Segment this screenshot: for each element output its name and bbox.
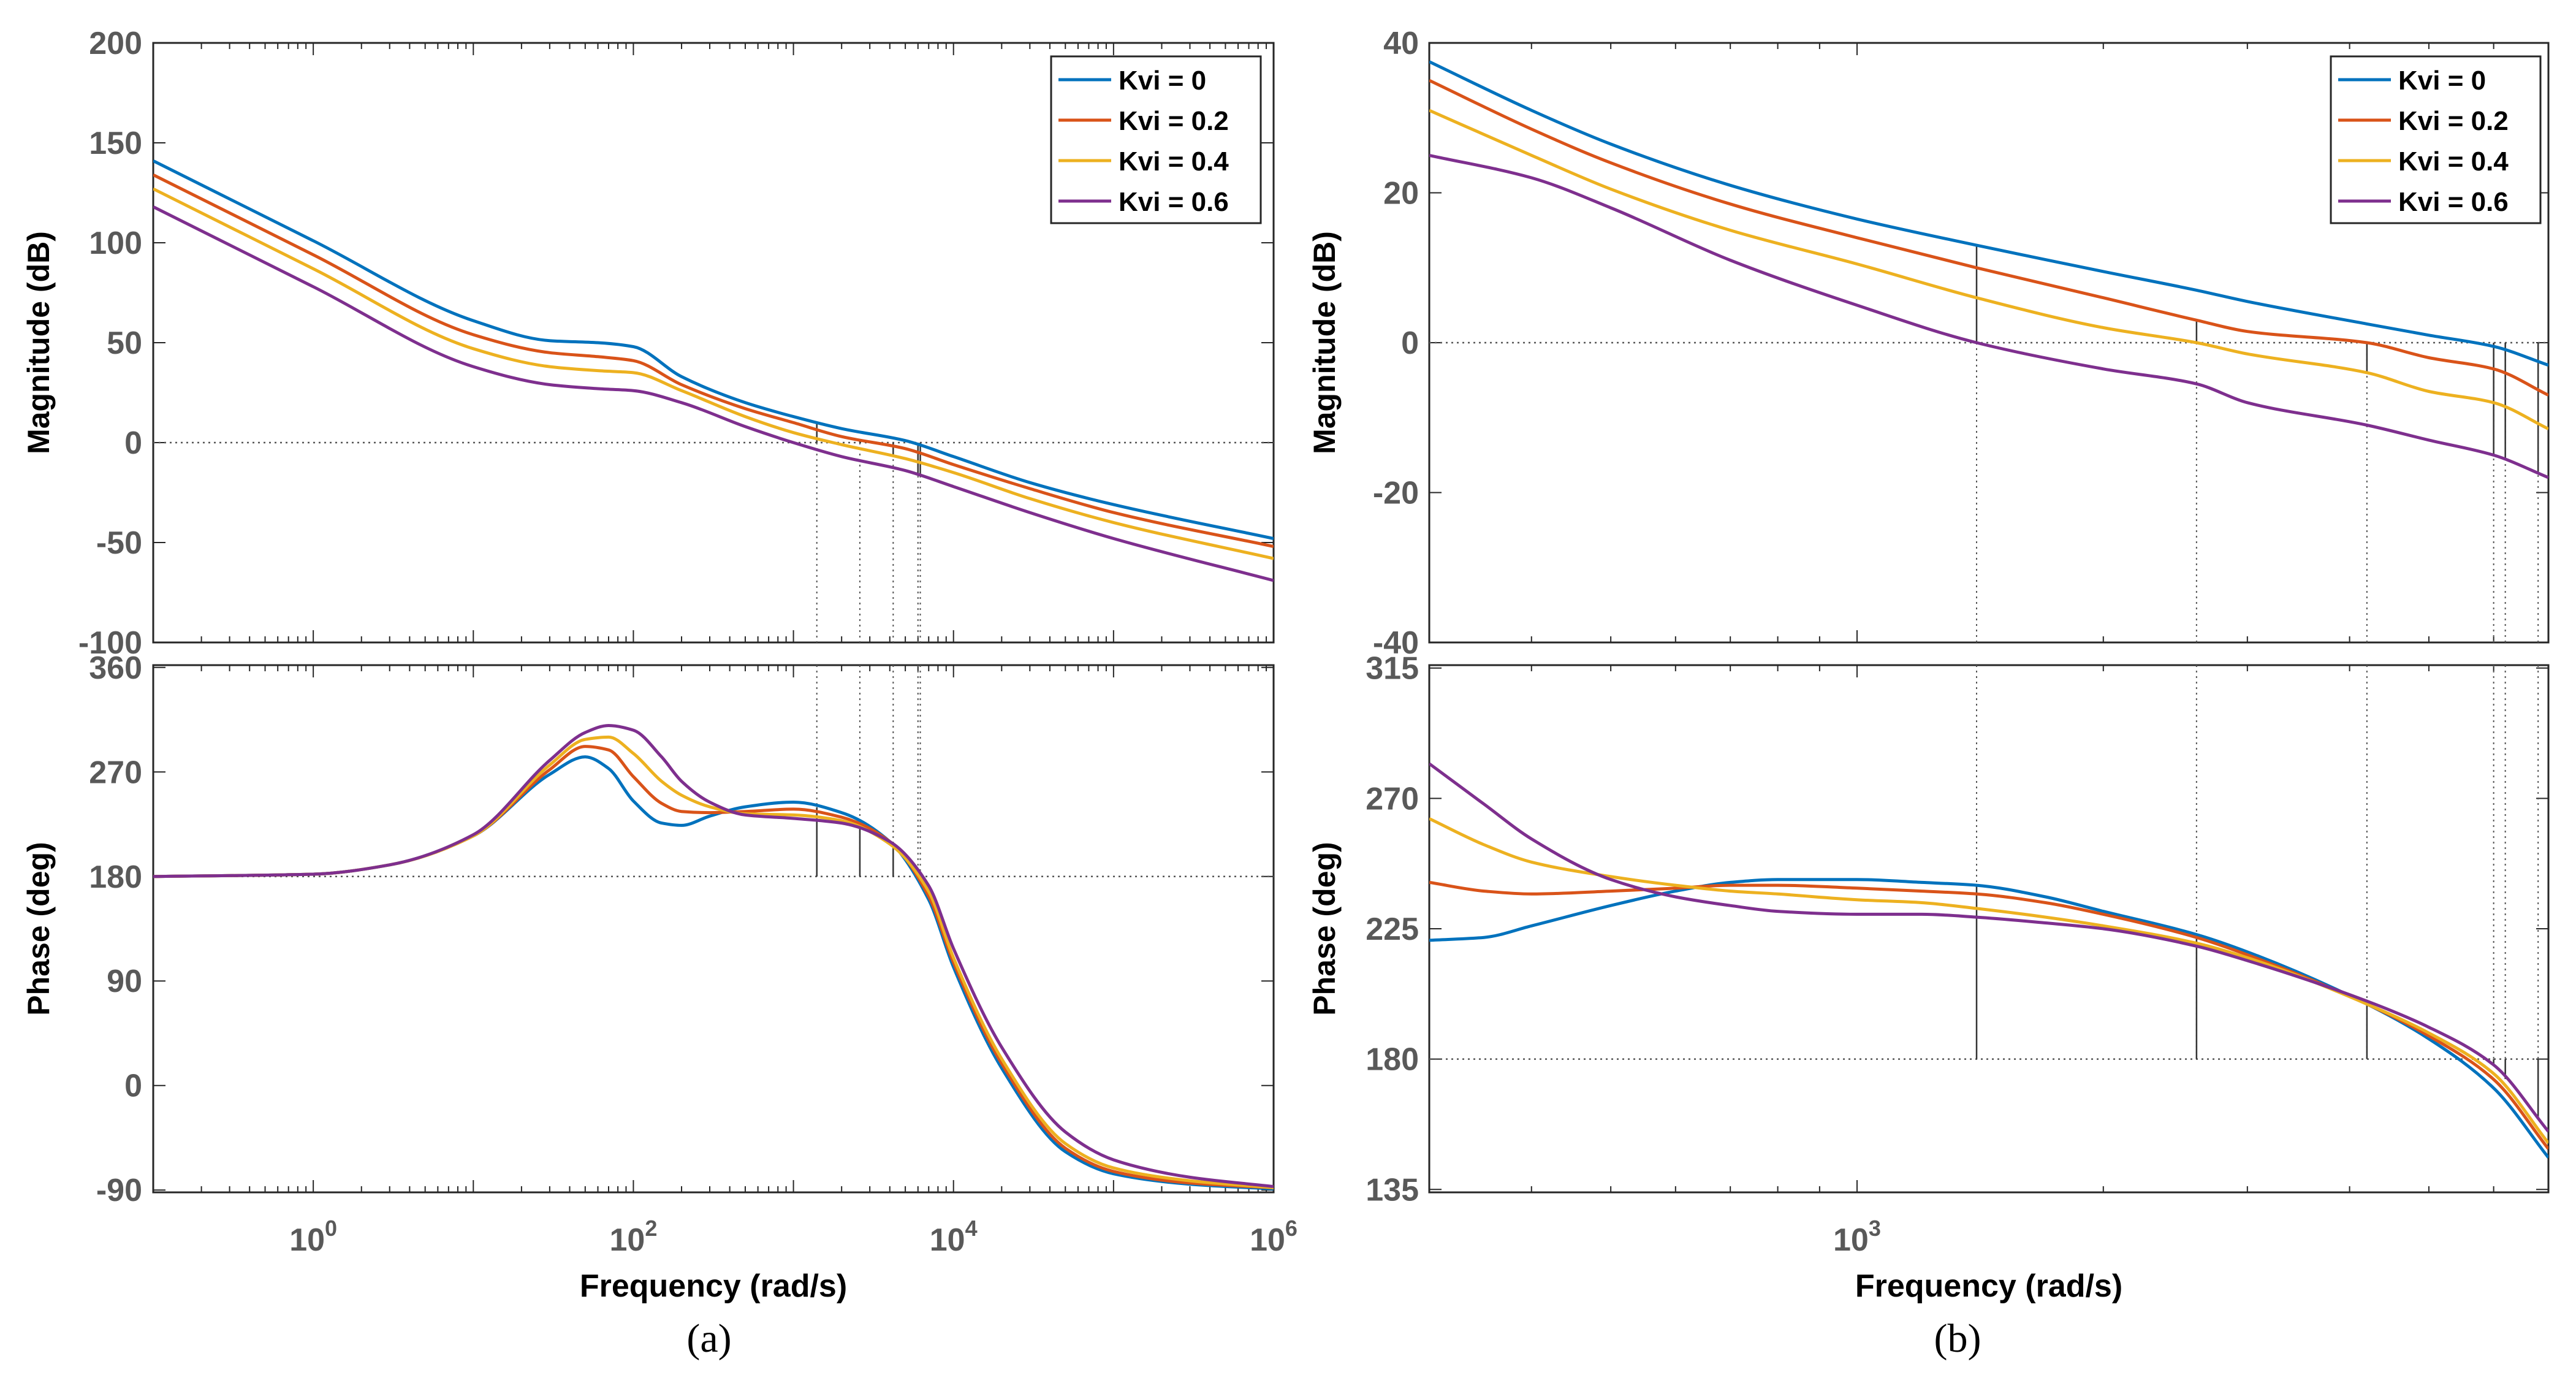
y-tick-label: -90 [96, 1173, 142, 1208]
series-line-kvi-0-6 [1429, 153, 2548, 479]
phase-axes: -90 0 90 180 270 360 Phase (deg) 100 102 104 106 [21, 650, 1297, 1258]
phase-y-ticks: -90 0 90 180 270 360 [89, 650, 1274, 1208]
series-line-kvi-0-4 [153, 187, 1274, 560]
magnitude-y-ticks: -40 -20 0 20 40 [1373, 26, 2548, 661]
crossover-guides [1975, 245, 2539, 1119]
y-tick-label: 0 [1401, 326, 1419, 361]
y-tick-label: 270 [89, 755, 142, 790]
x-tick-label: 102 [609, 1216, 657, 1258]
magnitude-x-ticks [153, 43, 1274, 642]
caption-a: (a) [686, 1316, 731, 1361]
legend-label: Kvi = 0 [1119, 66, 1206, 96]
y-tick-label: 270 [1366, 781, 1419, 817]
y-tick-label: 50 [107, 326, 142, 361]
x-tick-label: 104 [930, 1216, 978, 1258]
legend-label: Kvi = 0.4 [1119, 147, 1229, 177]
magnitude-0-series [153, 159, 1274, 582]
legend-label: Kvi = 0 [2398, 66, 2486, 96]
legend-label: Kvi = 0.4 [2398, 147, 2509, 177]
phase-y-ticks: 135 180 225 270 315 [1366, 651, 2548, 1208]
y-tick-label: -50 [96, 525, 142, 561]
series-line-kvi-0-4 [1429, 817, 2548, 1145]
legend-label: Kvi = 0.6 [2398, 187, 2509, 217]
phase-0-series [153, 724, 1274, 1191]
phase-axes: 135 180 225 270 315 Phase (deg) 103 [1307, 651, 2550, 1258]
magnitude-1-series [1429, 60, 2548, 479]
magnitude-x-ticks [1429, 43, 2549, 642]
series-line-kvi-0-6 [153, 724, 1274, 1188]
legend-box [2330, 55, 2542, 224]
phase-plot-frame [152, 664, 1275, 1194]
phase-ylabel: Phase (deg) [21, 842, 56, 1015]
y-tick-label: 180 [89, 859, 142, 895]
legend-label: Kvi = 0.2 [1119, 106, 1229, 136]
series-line-kvi-0 [153, 159, 1274, 540]
y-tick-label: 135 [1366, 1172, 1419, 1208]
y-tick-label: 0 [124, 1069, 142, 1104]
series-line-kvi-0-2 [153, 173, 1274, 548]
legend: Kvi = 0 Kvi = 0.2 Kvi = 0.4 Kvi = 0.6 [2330, 55, 2542, 224]
y-tick-label: 200 [89, 26, 142, 61]
phase-ylabel: Phase (deg) [1307, 842, 1342, 1015]
legend: Kvi = 0 Kvi = 0.2 Kvi = 0.4 Kvi = 0.6 [1050, 55, 1262, 224]
y-tick-label: -40 [1373, 625, 1419, 661]
series-line-kvi-0-6 [153, 205, 1274, 582]
phase-1-series [1429, 762, 2548, 1159]
y-tick-label: 20 [1383, 176, 1419, 211]
magnitude-y-ticks: -100 -50 0 50 100 150 200 [78, 26, 1274, 661]
y-tick-label: -100 [78, 625, 142, 661]
x-axis-label: Frequency (rad/s) [580, 1268, 847, 1304]
y-tick-label: 360 [89, 650, 142, 686]
magnitude-ylabel: Magnitude (dB) [1307, 231, 1342, 454]
series-line-kvi-0-6 [1429, 762, 2548, 1133]
y-tick-label: 315 [1366, 651, 1419, 687]
phase-plot-frame [1428, 664, 2550, 1194]
magnitude-ylabel: Magnitude (dB) [21, 231, 56, 454]
panel-b: -40 -20 0 20 40 Magnitude (dB) 135 180 225 270 315… [1307, 26, 2550, 1304]
y-tick-label: 100 [89, 226, 142, 261]
x-axis-label: Frequency (rad/s) [1855, 1268, 2122, 1304]
y-tick-label: 225 [1366, 912, 1419, 947]
series-line-kvi-0-2 [1429, 78, 2548, 397]
panel-a: -100 -50 0 50 100 150 200 Magnitude (dB) -90 0 90 1… [21, 26, 1297, 1304]
caption-b: (b) [1934, 1316, 1981, 1361]
series-line-kvi-0-4 [1429, 109, 2548, 430]
legend-label: Kvi = 0.2 [2398, 106, 2509, 136]
series-line-kvi-0 [1429, 60, 2548, 367]
y-tick-label: -20 [1373, 476, 1419, 511]
y-tick-label: 40 [1383, 26, 1419, 61]
x-tick-label: 100 [289, 1216, 337, 1258]
x-tick-label: 106 [1250, 1216, 1297, 1258]
y-tick-label: 0 [124, 425, 142, 461]
legend-label: Kvi = 0.6 [1119, 187, 1229, 217]
y-tick-label: 150 [89, 126, 142, 161]
legend-box [1050, 55, 1262, 224]
x-tick-label: 103 [1833, 1216, 1881, 1258]
y-tick-label: 180 [1366, 1042, 1419, 1078]
y-tick-label: 90 [107, 964, 142, 999]
phase-x-ticks [153, 665, 1274, 1192]
